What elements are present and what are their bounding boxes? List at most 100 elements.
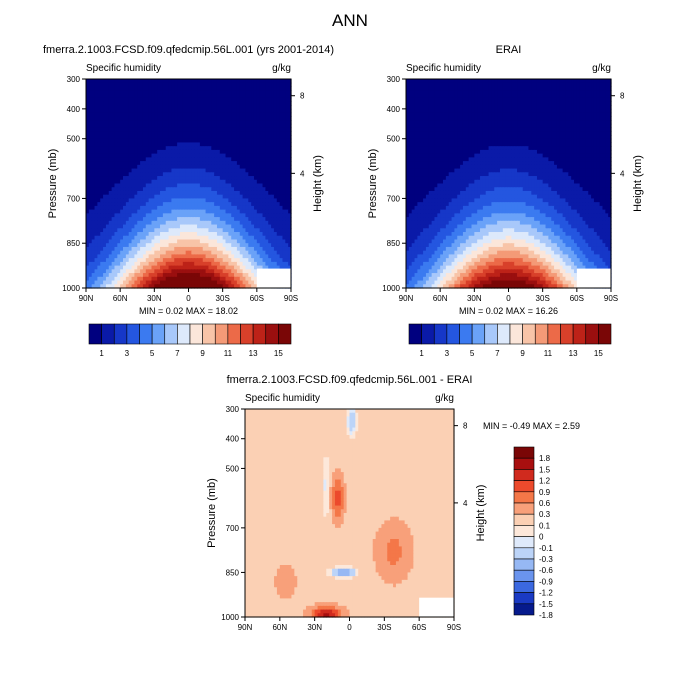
heat-cell [434, 79, 438, 84]
heat-cell [177, 243, 181, 248]
heat-cell [148, 101, 153, 106]
heat-cell [199, 276, 204, 282]
heat-cell [145, 220, 150, 226]
heat-cell [568, 120, 572, 125]
heat-cell [120, 202, 124, 207]
heat-cell [562, 105, 567, 110]
heat-cell [259, 93, 264, 99]
heat-cell [482, 97, 487, 102]
heat-cell [234, 183, 238, 188]
heat-cell [105, 183, 110, 188]
heat-cell [177, 157, 181, 162]
heat-cell [140, 168, 144, 173]
heat-cell [562, 123, 567, 129]
heat-cell [174, 205, 178, 211]
heat-cell [265, 149, 269, 155]
heat-cell [179, 202, 184, 207]
heat-cell [236, 164, 241, 170]
heat-cell [225, 239, 229, 244]
heat-cell [86, 138, 90, 144]
heat-cell [482, 93, 487, 99]
heat-cell [151, 261, 155, 267]
heat-cell [194, 82, 198, 88]
heat-cell [425, 101, 430, 106]
heat-cell [276, 176, 281, 181]
heat-cell [234, 254, 238, 259]
heat-cell [197, 116, 201, 121]
heat-cell [599, 112, 604, 117]
heat-cell [253, 176, 258, 181]
heat-cell [276, 224, 281, 229]
heat-cell [205, 187, 210, 192]
heat-cell [114, 123, 118, 129]
heat-cell [157, 198, 161, 203]
heat-cell [177, 82, 181, 88]
heat-cell [222, 82, 227, 88]
heat-cell [160, 205, 164, 211]
heat-cell [191, 105, 195, 110]
heat-cell [91, 232, 96, 237]
heat-cell [251, 284, 255, 289]
heat-cell [182, 108, 187, 114]
heat-cell [120, 123, 124, 129]
heat-cell [445, 97, 450, 102]
heat-cell [242, 194, 247, 200]
heat-cell [168, 187, 173, 192]
heat-cell [525, 79, 530, 84]
heat-cell [171, 202, 175, 207]
heat-cell [174, 228, 178, 233]
heat-cell [128, 86, 133, 91]
heat-cell [194, 142, 198, 147]
heat-cell [168, 142, 173, 147]
heat-cell [271, 250, 275, 256]
heat-cell [485, 120, 490, 125]
heat-cell [454, 120, 458, 125]
heat-cell [168, 273, 173, 278]
heat-cell [225, 254, 229, 259]
heat-cell [585, 90, 589, 95]
heat-cell [262, 90, 266, 95]
heat-cell [154, 131, 158, 136]
heat-cell [265, 243, 269, 248]
heat-cell [271, 86, 275, 91]
heat-cell [551, 120, 555, 125]
heat-cell [239, 86, 244, 91]
heat-cell [128, 108, 133, 114]
heat-cell [222, 108, 227, 114]
heat-cell [142, 243, 147, 248]
heat-cell [256, 146, 261, 151]
heat-cell [185, 198, 190, 203]
heat-cell [219, 265, 224, 270]
heat-cell [197, 228, 201, 233]
heat-cell [522, 108, 527, 114]
heat-cell [279, 209, 284, 214]
heat-cell [162, 265, 167, 270]
heat-cell [100, 153, 104, 158]
heat-cell [245, 172, 249, 177]
heat-cell [585, 112, 589, 117]
heat-cell [154, 284, 158, 289]
heat-cell [108, 232, 113, 237]
heat-cell [205, 220, 210, 226]
heat-cell [414, 93, 418, 99]
heat-cell [502, 120, 507, 125]
heat-cell [602, 120, 606, 125]
heat-cell [239, 82, 244, 88]
heat-cell [100, 205, 104, 211]
heat-cell [451, 79, 456, 84]
heat-cell [199, 93, 204, 99]
heat-cell [219, 131, 224, 136]
heat-cell [145, 161, 150, 166]
heat-cell [239, 157, 244, 162]
heat-cell [157, 273, 161, 278]
heat-cell [259, 146, 264, 151]
heat-cell [248, 232, 252, 237]
heat-cell [165, 112, 170, 117]
heat-cell [216, 131, 221, 136]
heat-cell [194, 243, 198, 248]
heat-cell [151, 138, 155, 144]
heat-cell [551, 105, 555, 110]
heat-cell [517, 112, 521, 117]
heat-cell [177, 209, 181, 214]
heat-cell [208, 108, 212, 114]
